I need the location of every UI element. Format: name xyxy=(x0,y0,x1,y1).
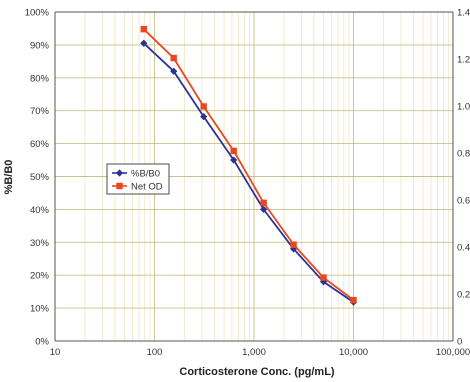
data-point xyxy=(140,39,148,47)
y2-tick-label: 0 xyxy=(457,337,462,348)
series-Net OD xyxy=(140,25,357,304)
x-axis-title: Corticosterone Conc. (pg/mL) xyxy=(179,366,335,378)
x-tick-label: 1,000 xyxy=(242,347,266,358)
data-point xyxy=(260,199,267,207)
y2-tick-label: 0.8 xyxy=(457,149,470,160)
data-point xyxy=(200,113,208,121)
x-tick-label: 10,000 xyxy=(339,347,368,358)
y-tick-label: 100% xyxy=(25,8,50,19)
y2-tick-label: 0.2 xyxy=(457,290,470,301)
y-tick-label: 80% xyxy=(30,73,50,84)
data-point xyxy=(170,54,177,62)
y-tick-label: 30% xyxy=(30,238,50,249)
data-point xyxy=(290,241,297,248)
grid xyxy=(55,12,453,341)
y2-tick-label: 1.4 xyxy=(457,8,470,19)
y-tick-label: 90% xyxy=(30,40,50,51)
x-tick-labels: 10 100 1,000 10,000 100,000 xyxy=(50,347,470,358)
legend-label: %B/B0 xyxy=(131,168,160,179)
data-point xyxy=(140,25,147,33)
x-tick-label: 100,000 xyxy=(436,347,470,358)
x-tick-label: 10 xyxy=(50,347,61,358)
y-tick-labels: 0% 10% 20% 30% 40% 50% 60% 70% 80% 90% 100% xyxy=(25,8,50,348)
data-point xyxy=(350,296,357,304)
series-line xyxy=(143,28,355,301)
axes xyxy=(54,11,454,342)
y-tick-label: 20% xyxy=(30,271,50,282)
data-point xyxy=(319,278,328,286)
y-tick-label: 0% xyxy=(35,337,49,348)
legend-item: %B/B0 xyxy=(112,168,160,179)
data-point xyxy=(230,156,238,164)
data-point xyxy=(320,274,327,281)
data-point xyxy=(260,205,268,213)
data-point xyxy=(200,103,207,110)
legend: %B/B0 Net OD xyxy=(106,163,170,195)
x-tick-label: 100 xyxy=(147,347,163,358)
y-tick-label: 50% xyxy=(30,172,50,183)
y-tick-label: 40% xyxy=(30,205,50,216)
y2-tick-label: 0.4 xyxy=(457,243,470,254)
y2-tick-label: 0.6 xyxy=(457,196,470,207)
series-line xyxy=(143,42,355,303)
legend-item: Net OD xyxy=(112,181,163,192)
data-point xyxy=(230,147,237,155)
y-tick-label: 70% xyxy=(30,106,50,117)
y2-tick-labels: 0 0.2 0.4 0.6 0.8 1.0 1.2 1.4 xyxy=(457,8,470,348)
y-tick-label: 10% xyxy=(30,304,50,315)
y2-tick-label: 1.2 xyxy=(457,55,470,66)
legend-swatch-marker xyxy=(115,169,124,177)
data-point xyxy=(170,67,178,75)
legend-label: Net OD xyxy=(131,181,163,192)
y2-tick-label: 1.0 xyxy=(457,102,470,113)
y-tick-label: 60% xyxy=(30,139,50,150)
y-axis-title: %B/B0 xyxy=(3,160,15,195)
series-layer xyxy=(140,25,358,306)
legend-swatch-marker xyxy=(116,182,123,190)
